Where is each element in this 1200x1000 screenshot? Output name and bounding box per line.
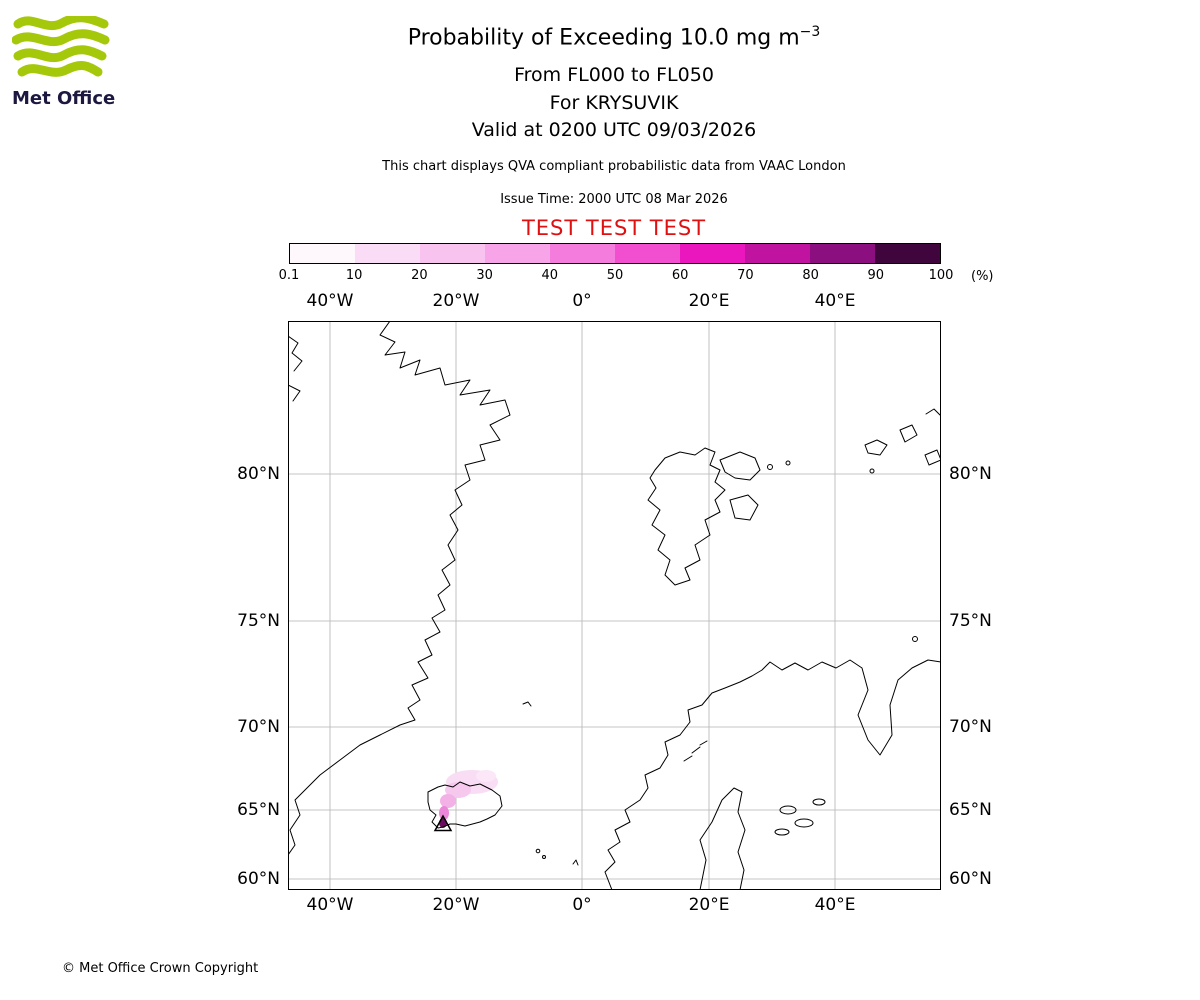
subtitle-valid-time: Valid at 0200 UTC 09/03/2026 [471,119,757,141]
subtitle-volcano: For KRYSUVIK [549,92,679,114]
colorbar-segment [810,244,875,263]
greenland-coastline [287,320,511,856]
issue-time: Issue Time: 2000 UTC 08 Mar 2026 [500,192,728,207]
colorbar-tick-label: 30 [476,268,493,283]
x-tick-top: 20°E [688,291,730,311]
franz-josef-land-coastline [899,424,918,443]
greenland-fjord-detail [287,384,301,402]
faroe-islands [535,848,541,854]
franz-josef-land-coastline [864,439,888,456]
finnish-lake [779,805,797,815]
map-border [288,321,941,890]
page-title-text: Probability of Exceeding 10.0 mg m [407,25,800,51]
y-tick-right: 70°N [949,717,992,737]
colorbar-segment [875,244,940,263]
copyright-notice: © Met Office Crown Copyright [62,961,259,976]
x-tick-top: 40°W [306,291,354,311]
colorbar-tick-label: 90 [867,268,885,283]
colorbar-tick-label: 40 [541,268,559,283]
y-tick-left: 80°N [237,464,280,484]
x-tick-top: 40°E [814,291,856,311]
y-tick-left: 75°N [237,611,280,631]
y-tick-right: 65°N [949,800,992,820]
graticule-grid [288,321,941,890]
svalbard-islet [785,460,791,466]
x-tick-bottom: 40°E [814,895,856,915]
y-tick-left: 65°N [237,800,280,820]
finnish-lake [774,828,790,836]
colorbar-tick-label: 60 [671,268,689,283]
met-office-waves-icon [11,13,110,77]
y-tick-right: 75°N [949,611,992,631]
colorbar-ticks: 0.1 10 20 30 40 50 60 70 80 90 100 [279,268,954,284]
met-office-wordmark: Met Office [12,88,116,109]
svalbard-islet [767,464,773,470]
x-tick-bottom: 0° [572,895,592,915]
finnish-lake [794,818,814,828]
map-panel [287,320,942,891]
jan-mayen-coastline [522,701,532,707]
lofoten-islands [691,746,701,754]
shetland-coastline [572,859,579,866]
franz-josef-islet [869,468,875,474]
kolguyev-island [912,636,918,642]
colorbar-segment [355,244,420,263]
map-canvas [287,320,942,891]
page-title: Probability of Exceeding 10.0 mg m−3 [28,24,1200,50]
test-banner: TEST TEST TEST [521,216,707,240]
finnish-lake [812,798,826,806]
greenland-fjord-detail [287,335,303,372]
colorbar-tick-label: 20 [411,268,428,283]
colorbar-segment [420,244,485,263]
x-tick-top: 20°W [432,291,480,311]
colorbar-tick-label: 50 [606,268,624,283]
gulf-of-bothnia-coastline [699,787,746,891]
lofoten-islands [683,755,693,762]
page-title-exponent: −3 [799,24,821,40]
franz-josef-land-coastline [925,408,941,416]
colorbar-tick-label: 100 [928,268,954,283]
x-tick-bottom: 20°W [432,895,480,915]
x-tick-bottom: 20°E [688,895,730,915]
subtitle-flight-levels: From FL000 to FL050 [514,64,714,86]
y-tick-left: 70°N [237,717,280,737]
iceland-coastline [427,781,503,829]
colorbar-segment [680,244,745,263]
ash-plume [439,770,498,828]
franz-josef-land-coastline [924,449,942,466]
colorbar-segment [615,244,680,263]
faroe-islands [542,855,546,859]
colorbar-gradient [289,243,941,264]
colorbar-tick-label: 10 [345,268,363,283]
x-tick-top: 0° [572,291,592,311]
y-tick-left: 60°N [237,869,280,889]
svalbard-spitsbergen-coastline [647,447,726,586]
colorbar-segment [550,244,615,263]
lofoten-islands [699,740,708,746]
colorbar-tick-label: 0.1 [278,268,300,283]
svalbard-edgeoya-coastline [729,494,759,521]
y-tick-right: 60°N [949,869,992,889]
qva-description: This chart displays QVA compliant probab… [382,159,846,174]
colorbar-segment [745,244,810,263]
colorbar-segment [485,244,550,263]
y-tick-right: 80°N [949,464,992,484]
met-office-logo: Met Office [11,13,124,109]
svalbard-nordaustlandet-coastline [719,451,761,481]
colorbar-unit-label: (%) [971,269,994,284]
colorbar-segment [290,244,355,263]
scandinavia-coastline [604,659,942,891]
volcano-marker [433,814,453,832]
x-tick-bottom: 40°W [306,895,354,915]
colorbar-tick-label: 70 [737,268,754,283]
colorbar-tick-label: 80 [802,268,819,283]
